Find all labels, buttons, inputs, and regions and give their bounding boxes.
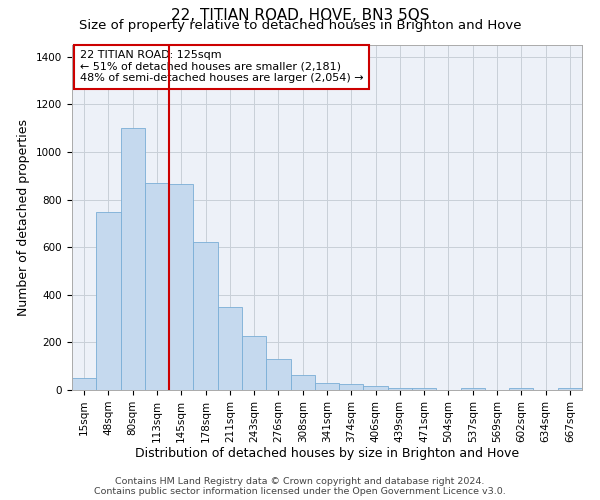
- Bar: [290, 374, 315, 390]
- Bar: [339, 384, 364, 390]
- Text: 22, TITIAN ROAD, HOVE, BN3 5QS: 22, TITIAN ROAD, HOVE, BN3 5QS: [171, 8, 429, 22]
- Text: Size of property relative to detached houses in Brighton and Hove: Size of property relative to detached ho…: [79, 18, 521, 32]
- Bar: [315, 383, 339, 390]
- X-axis label: Distribution of detached houses by size in Brighton and Hove: Distribution of detached houses by size …: [135, 448, 519, 460]
- Bar: [364, 386, 388, 390]
- Bar: [388, 388, 412, 390]
- Bar: [509, 388, 533, 390]
- Text: 22 TITIAN ROAD: 125sqm
← 51% of detached houses are smaller (2,181)
48% of semi-: 22 TITIAN ROAD: 125sqm ← 51% of detached…: [80, 50, 363, 84]
- Bar: [169, 184, 193, 390]
- Bar: [96, 212, 121, 390]
- Bar: [558, 388, 582, 390]
- Bar: [266, 359, 290, 390]
- Bar: [242, 336, 266, 390]
- Bar: [461, 388, 485, 390]
- Text: Contains HM Land Registry data © Crown copyright and database right 2024.
Contai: Contains HM Land Registry data © Crown c…: [94, 476, 506, 496]
- Bar: [72, 378, 96, 390]
- Bar: [121, 128, 145, 390]
- Y-axis label: Number of detached properties: Number of detached properties: [17, 119, 31, 316]
- Bar: [193, 242, 218, 390]
- Bar: [145, 183, 169, 390]
- Bar: [412, 388, 436, 390]
- Bar: [218, 306, 242, 390]
